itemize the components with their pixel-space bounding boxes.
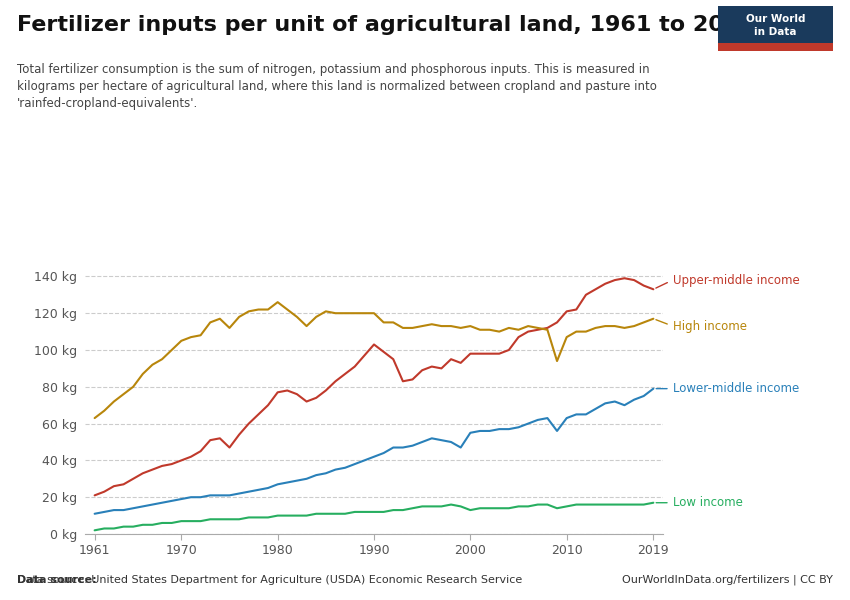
Text: High income: High income — [656, 320, 746, 332]
Text: Total fertilizer consumption is the sum of nitrogen, potassium and phosphorous i: Total fertilizer consumption is the sum … — [17, 63, 657, 110]
Text: OurWorldInData.org/fertilizers | CC BY: OurWorldInData.org/fertilizers | CC BY — [622, 575, 833, 585]
Text: Data source: United States Department for Agriculture (USDA) Economic Research S: Data source: United States Department fo… — [17, 575, 522, 585]
Text: Our World: Our World — [746, 14, 805, 23]
Text: Data source:: Data source: — [17, 575, 97, 585]
Text: Upper-middle income: Upper-middle income — [656, 274, 799, 288]
Text: in Data: in Data — [755, 27, 796, 37]
Text: Low income: Low income — [656, 496, 743, 509]
Text: Fertilizer inputs per unit of agricultural land, 1961 to 2019: Fertilizer inputs per unit of agricultur… — [17, 15, 755, 35]
Text: Lower-middle income: Lower-middle income — [656, 382, 799, 395]
